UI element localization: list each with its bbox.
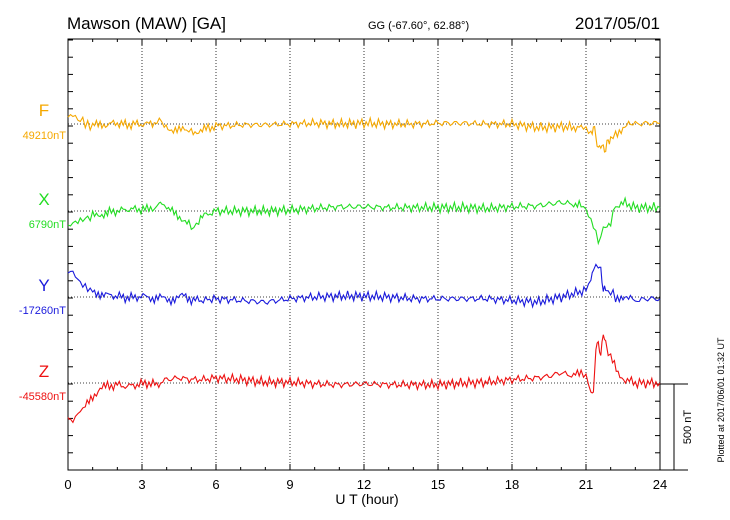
x-tick-label: 0 xyxy=(64,477,71,492)
x-tick-label: 9 xyxy=(286,477,293,492)
series-name-x: X xyxy=(38,190,49,209)
coords-label: GG (-67.60°, 62.88°) xyxy=(368,20,469,32)
series-baseline-z: -45580nT xyxy=(19,391,66,403)
x-tick-label: 6 xyxy=(212,477,219,492)
series-baseline-f: 49210nT xyxy=(23,130,67,142)
axis-ticks xyxy=(67,39,661,471)
x-tick-label: 12 xyxy=(357,477,371,492)
x-tick-label: 18 xyxy=(505,477,519,492)
x-tick-label: 24 xyxy=(653,477,667,492)
plotted-timestamp: Plotted at 2017/06/01 01:32 UT xyxy=(716,337,726,463)
grid-lines xyxy=(68,39,660,470)
series-name-f: F xyxy=(39,101,49,120)
x-tick-label: 15 xyxy=(431,477,445,492)
x-tick-label: 3 xyxy=(138,477,145,492)
x-tick-label: 21 xyxy=(579,477,593,492)
x-tick-labels: 0 3 6 9 12 15 18 21 24 xyxy=(64,477,667,492)
series-group xyxy=(67,113,661,424)
series-labels: F 49210nT X 6790nT Y -17260nT Z -45580nT xyxy=(19,101,66,403)
series-line-z xyxy=(67,334,661,424)
series-line-x xyxy=(67,196,661,246)
series-line-f xyxy=(67,113,661,153)
date-label: 2017/05/01 xyxy=(575,14,660,33)
station-title: Mawson (MAW) [GA] xyxy=(67,14,226,33)
scale-bar-label: 500 nT xyxy=(682,410,694,445)
scale-bar: 500 nT xyxy=(660,383,694,471)
x-axis-title: U T (hour) xyxy=(335,491,398,507)
series-line-y xyxy=(67,263,661,309)
series-name-y: Y xyxy=(38,276,49,295)
series-baseline-x: 6790nT xyxy=(29,219,67,231)
series-name-z: Z xyxy=(39,362,49,381)
series-baseline-y: -17260nT xyxy=(19,305,66,317)
